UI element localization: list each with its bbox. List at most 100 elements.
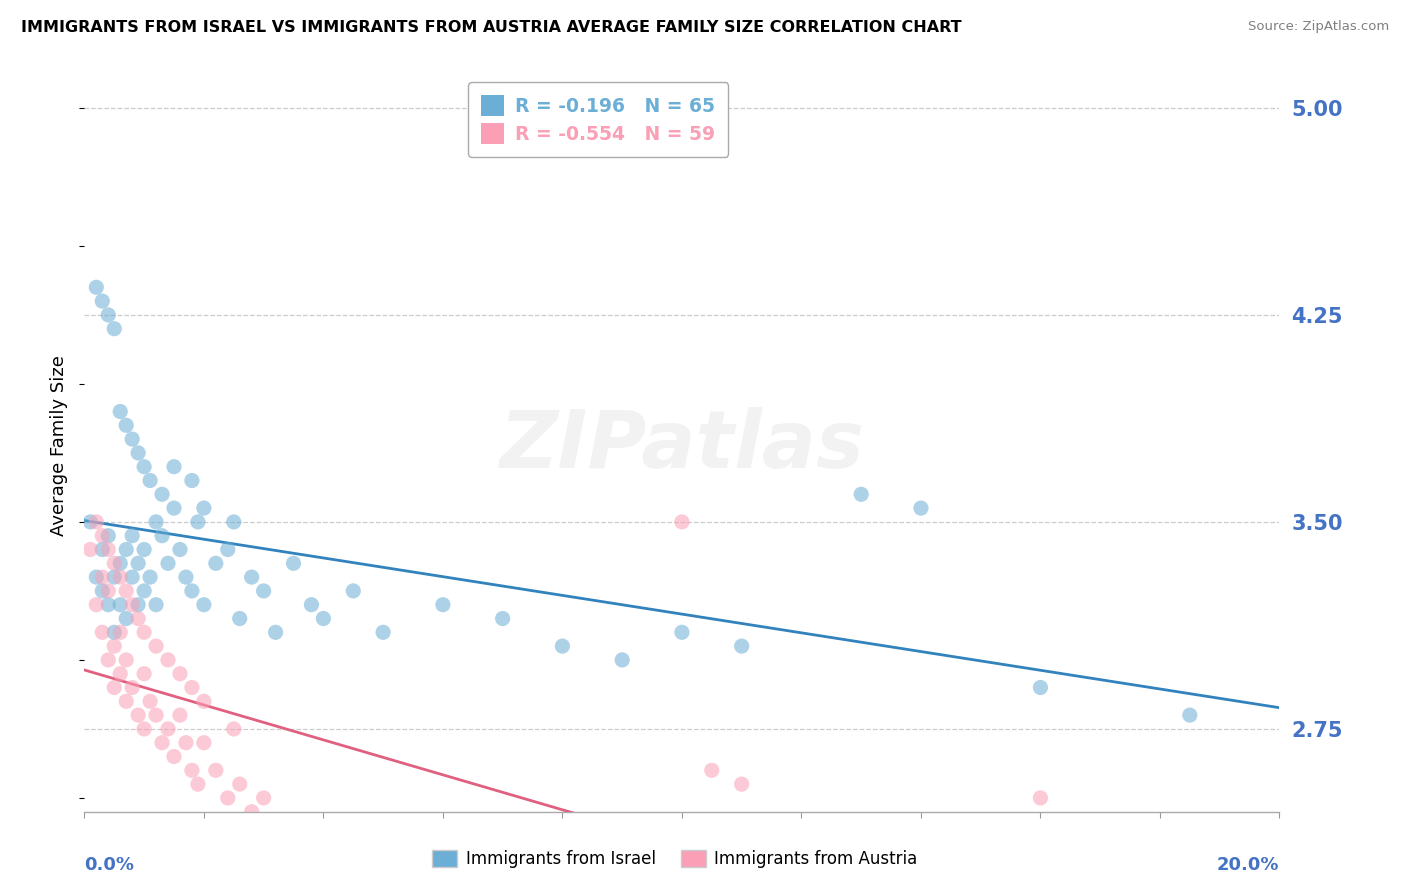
Point xyxy=(132,722,156,736)
Point xyxy=(264,818,287,832)
Point xyxy=(110,557,132,571)
Point xyxy=(671,625,693,640)
Point xyxy=(342,583,364,598)
Point xyxy=(91,529,114,543)
Point xyxy=(103,625,125,640)
Point xyxy=(193,694,215,708)
Point xyxy=(253,791,276,805)
Point xyxy=(139,570,162,584)
Point xyxy=(174,570,197,584)
Point xyxy=(110,404,132,418)
Point xyxy=(115,583,138,598)
Point xyxy=(86,570,108,584)
Point xyxy=(121,598,143,612)
Point xyxy=(139,694,162,708)
Point xyxy=(103,639,125,653)
Point xyxy=(731,777,754,791)
Point xyxy=(174,736,197,750)
Point xyxy=(301,598,323,612)
Point xyxy=(222,515,245,529)
Point xyxy=(228,777,252,791)
Point xyxy=(1178,708,1201,723)
Point xyxy=(169,708,191,723)
Y-axis label: Average Family Size: Average Family Size xyxy=(51,356,69,536)
Point xyxy=(157,653,180,667)
Point xyxy=(145,515,167,529)
Point xyxy=(97,529,120,543)
Point xyxy=(612,653,634,667)
Legend: Immigrants from Israel, Immigrants from Austria: Immigrants from Israel, Immigrants from … xyxy=(426,843,924,875)
Point xyxy=(115,611,138,625)
Point xyxy=(373,625,395,640)
Point xyxy=(91,625,114,640)
Point xyxy=(115,653,138,667)
Point xyxy=(700,764,723,778)
Point xyxy=(205,764,228,778)
Point xyxy=(193,736,215,750)
Point xyxy=(145,708,167,723)
Point xyxy=(283,832,305,847)
Point xyxy=(181,764,204,778)
Point xyxy=(145,598,167,612)
Legend: R = -0.196   N = 65, R = -0.554   N = 59: R = -0.196 N = 65, R = -0.554 N = 59 xyxy=(468,82,728,157)
Point xyxy=(91,570,114,584)
Point xyxy=(163,459,186,474)
Point xyxy=(851,487,873,501)
Point xyxy=(150,487,173,501)
Point xyxy=(121,681,143,695)
Point xyxy=(103,557,125,571)
Point xyxy=(253,583,276,598)
Point xyxy=(139,474,162,488)
Point xyxy=(103,321,125,335)
Point xyxy=(110,570,132,584)
Point xyxy=(132,583,156,598)
Point xyxy=(492,611,515,625)
Point xyxy=(432,598,454,612)
Point xyxy=(132,459,156,474)
Point xyxy=(110,598,132,612)
Point xyxy=(222,722,245,736)
Point xyxy=(228,611,252,625)
Point xyxy=(169,666,191,681)
Point xyxy=(91,583,114,598)
Point xyxy=(1029,791,1052,805)
Point xyxy=(110,666,132,681)
Point xyxy=(132,542,156,557)
Point xyxy=(121,529,143,543)
Point xyxy=(181,583,204,598)
Text: 0.0%: 0.0% xyxy=(84,855,135,873)
Text: Source: ZipAtlas.com: Source: ZipAtlas.com xyxy=(1249,20,1389,33)
Point xyxy=(1029,681,1052,695)
Point xyxy=(145,639,167,653)
Point xyxy=(121,432,143,446)
Point xyxy=(169,542,191,557)
Text: ZIPatlas: ZIPatlas xyxy=(499,407,865,485)
Point xyxy=(121,570,143,584)
Point xyxy=(264,625,287,640)
Point xyxy=(187,515,209,529)
Point xyxy=(127,557,149,571)
Point xyxy=(163,749,186,764)
Point xyxy=(103,570,125,584)
Point xyxy=(193,501,215,516)
Point xyxy=(110,625,132,640)
Point xyxy=(115,418,138,433)
Point xyxy=(97,583,120,598)
Point xyxy=(187,777,209,791)
Point xyxy=(157,722,180,736)
Point xyxy=(240,570,263,584)
Point xyxy=(150,529,173,543)
Point xyxy=(86,280,108,294)
Point xyxy=(181,681,204,695)
Point xyxy=(312,611,335,625)
Point xyxy=(671,515,693,529)
Point xyxy=(910,501,932,516)
Text: IMMIGRANTS FROM ISRAEL VS IMMIGRANTS FROM AUSTRIA AVERAGE FAMILY SIZE CORRELATIO: IMMIGRANTS FROM ISRAEL VS IMMIGRANTS FRO… xyxy=(21,20,962,35)
Point xyxy=(86,598,108,612)
Point xyxy=(127,708,149,723)
Point xyxy=(283,557,305,571)
Point xyxy=(97,542,120,557)
Point xyxy=(91,542,114,557)
Point xyxy=(86,515,108,529)
Point xyxy=(132,666,156,681)
